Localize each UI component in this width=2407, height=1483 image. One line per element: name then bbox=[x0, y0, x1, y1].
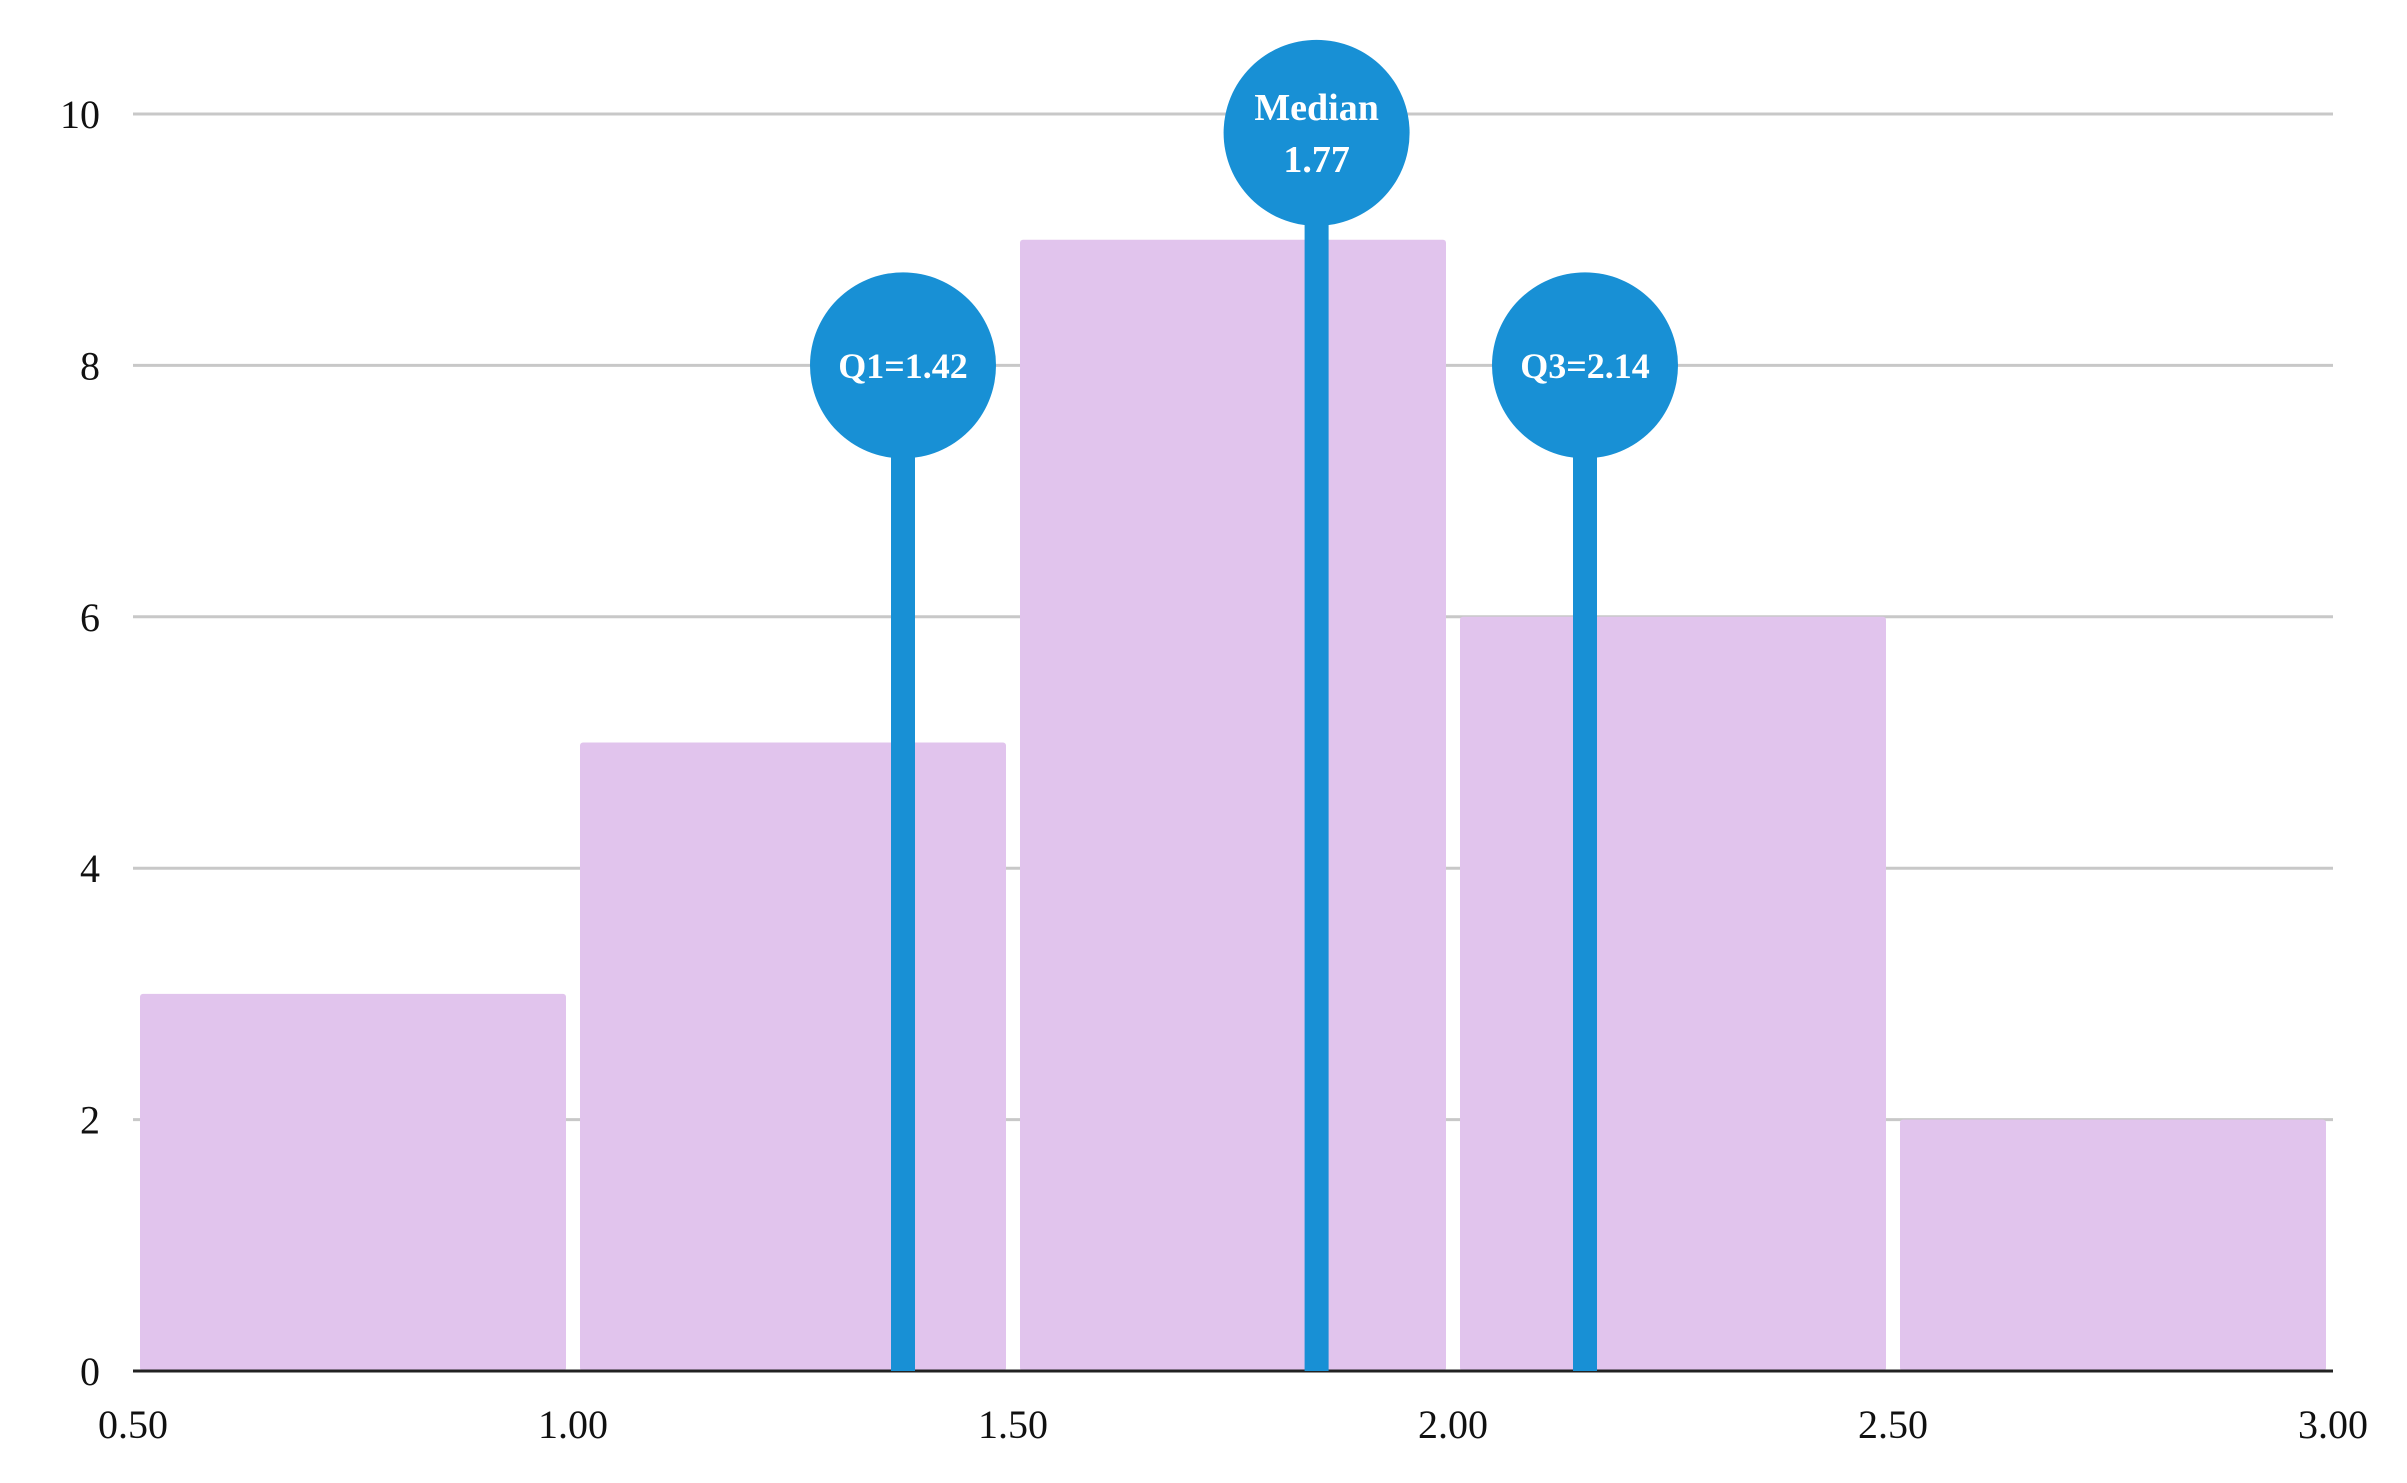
marker-stem-q3 bbox=[1573, 365, 1597, 1371]
marker-stem-q1 bbox=[891, 365, 915, 1371]
marker-label-median: 1.77 bbox=[1283, 139, 1350, 181]
x-tick-label: 2.00 bbox=[1418, 1402, 1488, 1447]
y-tick-label: 0 bbox=[80, 1349, 100, 1394]
histogram-bar bbox=[1460, 616, 1886, 1371]
y-tick-label: 10 bbox=[60, 92, 100, 137]
histogram-bar bbox=[140, 993, 566, 1371]
y-tick-label: 6 bbox=[80, 595, 100, 640]
marker-head-q1 bbox=[810, 272, 996, 459]
x-tick-label: 1.50 bbox=[978, 1402, 1048, 1447]
marker-stem-median bbox=[1304, 132, 1329, 1372]
marker-label-median: Median bbox=[1254, 87, 1379, 129]
histogram-bar bbox=[580, 742, 1006, 1371]
marker-head-q3 bbox=[1492, 272, 1678, 459]
y-tick-label: 8 bbox=[80, 343, 100, 388]
marker-head-median bbox=[1223, 39, 1410, 226]
x-tick-label: 3.00 bbox=[2298, 1402, 2368, 1447]
marker-label-q1: Q1=1.42 bbox=[838, 346, 968, 386]
histogram-bar bbox=[1020, 239, 1446, 1372]
x-tick-label: 1.00 bbox=[538, 1402, 608, 1447]
y-tick-label: 4 bbox=[80, 846, 100, 891]
x-tick-label: 2.50 bbox=[1858, 1402, 1928, 1447]
y-tick-label: 2 bbox=[80, 1098, 100, 1143]
marker-label-q3: Q3=2.14 bbox=[1520, 346, 1650, 386]
x-tick-label: 0.50 bbox=[98, 1402, 168, 1447]
histogram-bar bbox=[1900, 1119, 2326, 1371]
